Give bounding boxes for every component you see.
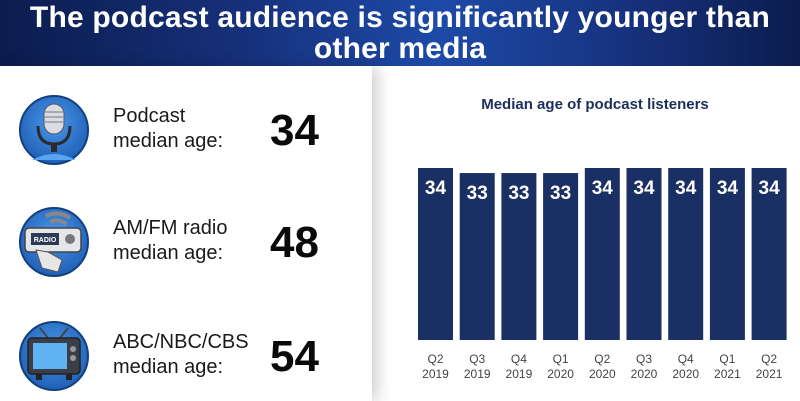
bar-value-label: 34 [592, 178, 614, 199]
stat-radio: RADIO AM/FM radio median age: 48 [0, 198, 372, 288]
microphone-icon [19, 95, 89, 165]
stat-tv: ABC/NBC/CBS median age: 54 [0, 312, 372, 401]
bar-value-label: 34 [425, 178, 447, 199]
bar-q2-2019 [418, 168, 453, 340]
bar-q2-2020 [584, 168, 620, 340]
bar-value-label: 33 [467, 183, 488, 204]
chart-title: Median age of podcast listeners [481, 96, 709, 113]
bar-q1-2021 [709, 168, 745, 340]
x-tick-label: Q1 2021 [714, 352, 741, 381]
stats-panel: Podcast median age: 34 RADIO AM/FM radio… [0, 66, 372, 401]
stat-podcast: Podcast median age: 34 [0, 86, 372, 176]
bar-q3-2019 [459, 173, 495, 340]
radio-icon: RADIO [19, 207, 89, 277]
bar-q2-2021 [751, 168, 787, 340]
podcast-label: Podcast median age: [113, 105, 224, 152]
bar-value-label: 34 [759, 178, 781, 199]
bar-value-label: 34 [633, 178, 655, 199]
x-tick-label: Q2 2020 [589, 352, 616, 381]
x-tick-label: Q4 2020 [672, 352, 699, 381]
bar-q1-2020 [543, 173, 579, 340]
x-tick-label: Q2 2019 [422, 352, 449, 381]
bar-value-label: 34 [675, 178, 697, 199]
median-age-bar-chart: 34 Q2 2019 33 Q3 2019 33 Q4 2019 33 Q1 2020 34 Q2 2020… [418, 168, 787, 381]
x-tick-label: Q4 2019 [506, 352, 533, 381]
radio-value: 48 [270, 218, 319, 267]
bar-q4-2019 [501, 173, 537, 340]
header-banner: The podcast audience is significantly yo… [0, 0, 800, 66]
bar-value-label: 34 [717, 178, 739, 199]
bar-q4-2020 [668, 168, 704, 340]
tv-icon [19, 321, 89, 391]
x-tick-label: Q3 2019 [464, 352, 491, 381]
bar-value-label: 33 [508, 183, 529, 204]
svg-text:RADIO: RADIO [34, 237, 57, 244]
x-tick-label: Q2 2021 [756, 352, 783, 381]
bar-q3-2020 [626, 168, 662, 340]
podcast-value: 34 [270, 106, 319, 155]
tv-label: ABC/NBC/CBS median age: [113, 331, 249, 378]
radio-label: AM/FM radio median age: [113, 217, 228, 264]
page-title: The podcast audience is significantly yo… [29, 1, 771, 65]
x-tick-label: Q3 2020 [631, 352, 658, 381]
bar-value-label: 33 [550, 183, 571, 204]
tv-value: 54 [270, 332, 319, 381]
x-tick-label: Q1 2020 [547, 352, 574, 381]
